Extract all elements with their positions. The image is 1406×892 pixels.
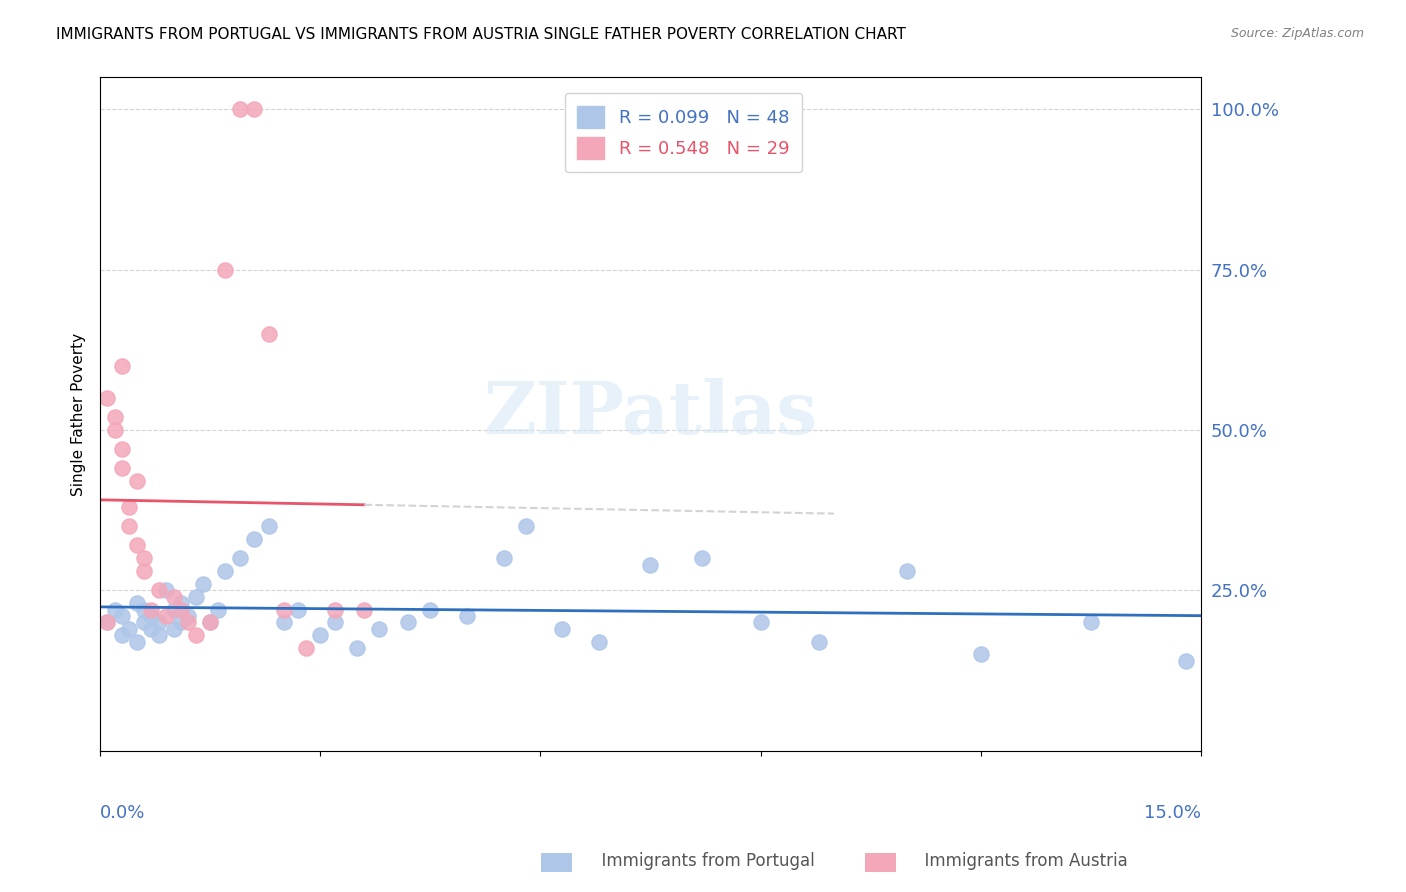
Point [198,615,221,630]
Point [287,602,309,616]
Point [104,602,127,616]
Point [184,590,207,604]
Point [243,532,266,546]
Point [177,608,200,623]
Point [198,615,221,630]
Text: 15.0%: 15.0% [1144,805,1201,822]
Point [141,608,163,623]
Point [155,608,177,623]
Point [309,628,332,642]
Text: 0.0%: 0.0% [100,805,145,822]
Point [273,615,295,630]
Point [396,615,419,630]
Point [111,608,134,623]
Legend: R = 0.099   N = 48, R = 0.548   N = 29: R = 0.099 N = 48, R = 0.548 N = 29 [565,93,803,171]
Point [228,103,250,117]
Point [134,615,156,630]
Point [214,564,236,578]
Point [492,551,515,566]
Text: ZIPatlas: ZIPatlas [484,378,817,450]
Point [148,628,170,642]
Text: Immigrants from Portugal: Immigrants from Portugal [591,852,814,870]
Point [125,475,148,489]
Point [155,583,177,598]
Point [162,622,184,636]
Point [749,615,772,630]
Point [969,648,991,662]
Text: Source: ZipAtlas.com: Source: ZipAtlas.com [1230,27,1364,40]
Point [134,602,156,616]
Point [125,538,148,552]
Y-axis label: Single Father Poverty: Single Father Poverty [72,333,86,496]
Point [111,628,134,642]
Point [294,640,316,655]
Point [257,326,280,341]
Point [214,262,236,277]
Point [243,103,266,117]
Point [515,519,537,533]
Point [640,558,662,572]
Point [228,551,250,566]
Point [125,634,148,648]
Point [588,634,610,648]
Text: IMMIGRANTS FROM PORTUGAL VS IMMIGRANTS FROM AUSTRIA SINGLE FATHER POVERTY CORREL: IMMIGRANTS FROM PORTUGAL VS IMMIGRANTS F… [56,27,905,42]
Point [170,602,193,616]
Point [323,615,346,630]
Point [118,622,141,636]
Point [1080,615,1102,630]
Point [1175,654,1198,668]
Point [456,608,478,623]
Point [96,615,118,630]
Point [419,602,441,616]
Point [96,391,118,405]
Point [896,564,918,578]
Point [323,602,346,616]
Point [191,577,214,591]
Point [148,583,170,598]
Point [207,602,229,616]
Point [368,622,391,636]
Point [551,622,574,636]
Point [184,628,207,642]
Point [690,551,713,566]
Point [177,615,200,630]
Point [353,602,375,616]
Point [111,442,134,457]
Point [162,590,184,604]
Point [96,615,118,630]
Point [273,602,295,616]
Point [346,640,368,655]
Point [134,551,156,566]
Point [170,615,193,630]
Point [104,423,127,437]
Point [141,622,163,636]
Point [141,602,163,616]
Point [104,410,127,425]
Point [118,519,141,533]
Point [808,634,831,648]
Point [170,596,193,610]
Point [162,602,184,616]
Point [134,564,156,578]
Point [148,615,170,630]
Point [118,500,141,514]
Text: Immigrants from Austria: Immigrants from Austria [914,852,1128,870]
Point [125,596,148,610]
Point [257,519,280,533]
Point [111,359,134,373]
Point [111,461,134,475]
